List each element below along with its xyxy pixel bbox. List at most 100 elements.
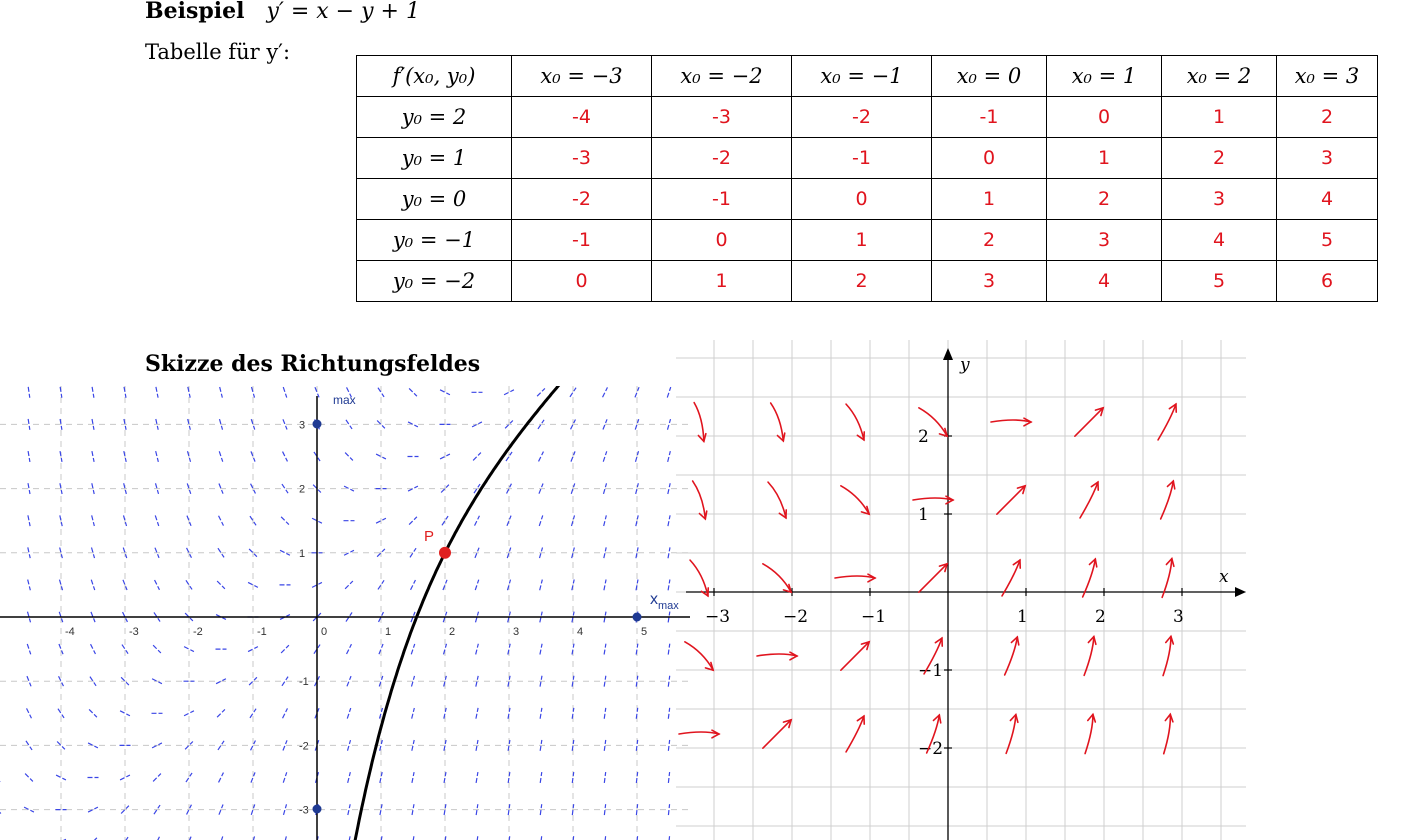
- gg-slope-segment: [571, 611, 575, 623]
- row-header: y₀ = 2: [356, 96, 512, 138]
- gg-slope-segment: [603, 804, 607, 816]
- gg-ymin-handle[interactable]: [312, 804, 322, 814]
- gg-slope-segment: [602, 451, 608, 462]
- gg-slope-segment: [602, 387, 608, 398]
- column-header: x₀ = −3: [511, 55, 652, 97]
- gg-slope-segment: [154, 483, 160, 495]
- sketch-arrowhead: [697, 432, 707, 444]
- sketch-slope-arrow: [912, 497, 954, 501]
- gg-slope-segment: [59, 515, 63, 527]
- sketch-slope-arrow: [767, 481, 787, 519]
- gg-x-tick-label: 3: [513, 626, 519, 638]
- table-cell: 4: [1161, 219, 1277, 261]
- gg-y-tick-label: -1: [299, 676, 309, 688]
- table-cell: 1: [1161, 96, 1277, 138]
- gg-slope-segment: [507, 804, 511, 816]
- gg-slope-segment: [313, 451, 321, 462]
- column-header: x₀ = 1: [1046, 55, 1162, 97]
- gg-slope-segment: [410, 579, 416, 591]
- gg-slope-segment: [122, 611, 128, 623]
- gg-slope-segment: [151, 742, 163, 749]
- gg-slope-segment: [250, 772, 256, 783]
- handwritten-sketch: y x −3 −2 −1 1 2 3 2 1 −1 −2: [676, 340, 1246, 840]
- gg-slope-segment: [120, 676, 130, 686]
- gg-slope-segment: [250, 740, 256, 751]
- gg-slope-segment: [539, 707, 543, 719]
- gg-slope-segment: [282, 419, 288, 430]
- gg-slope-segment: [474, 547, 480, 559]
- sketch-slope-arrow: [1162, 635, 1172, 677]
- gg-slope-segment: [377, 579, 385, 590]
- gg-slope-segment: [570, 515, 576, 527]
- gg-slope-segment: [87, 742, 99, 749]
- gg-x-tick-label: 5: [641, 626, 647, 638]
- gg-slope-segment: [218, 515, 224, 526]
- gg-slope-segment: [91, 483, 95, 495]
- sketch-x-arrowhead: [1235, 587, 1246, 597]
- gg-slope-segment: [507, 675, 511, 687]
- sketch-x-label: x: [1219, 567, 1229, 587]
- sketch-slope-arrow: [1001, 559, 1021, 597]
- row-header: y₀ = 0: [356, 178, 512, 220]
- sketch-arrowhead: [938, 562, 949, 573]
- point-p[interactable]: [439, 546, 451, 559]
- gg-slope-segment: [440, 484, 450, 493]
- point-p-label: P: [424, 528, 434, 545]
- gg-xmax-handle[interactable]: [632, 612, 642, 622]
- sketch-x-tick-label: 3: [1173, 607, 1184, 627]
- gg-slope-segment: [152, 644, 162, 654]
- gg-slope-segment: [667, 515, 671, 527]
- gg-ymax-handle[interactable]: [312, 419, 322, 429]
- gg-y-tick-label: 3: [299, 419, 305, 431]
- gg-slope-segment: [155, 418, 159, 430]
- gg-slope-segment: [186, 547, 192, 558]
- gg-slope-segment: [219, 386, 223, 398]
- gg-slope-segment: [346, 643, 352, 655]
- sketch-slope-arrow: [1083, 635, 1095, 677]
- gg-slope-segment: [473, 483, 481, 494]
- gg-tick-labels: -4 -3 -2 -1 0 1 2 3 4 5 3 2 1 -1 -2 -3: [65, 419, 647, 816]
- gg-slope-segment: [91, 418, 95, 430]
- table-cell: 0: [931, 137, 1047, 179]
- table-cell: -3: [511, 137, 652, 179]
- sketch-slope-arrow: [840, 641, 870, 671]
- gg-x-tick-label: 1: [385, 626, 391, 638]
- gg-slope-segment: [155, 451, 159, 462]
- gg-slope-segment: [345, 419, 353, 430]
- sketch-arrowhead: [700, 587, 710, 598]
- gg-slope-segment: [538, 483, 544, 494]
- gg-slope-segment: [183, 646, 195, 653]
- gg-slope-segment: [378, 707, 384, 719]
- gg-slope-segment: [506, 515, 512, 527]
- gg-slope-segment: [538, 547, 544, 559]
- column-header: x₀ = 0: [931, 55, 1047, 97]
- gg-slope-segment: [123, 483, 127, 495]
- gg-slope-segment: [185, 579, 193, 590]
- gg-slope-segment: [408, 387, 418, 397]
- gg-slope-segment: [248, 548, 258, 558]
- sketch-arrowhead: [867, 573, 877, 583]
- sketch-slope-arrow: [923, 637, 943, 675]
- sketch-y-tick-label: 2: [918, 427, 929, 447]
- gg-slope-segment: [537, 419, 545, 430]
- gg-slope-segment: [407, 421, 419, 428]
- gg-slope-segment: [218, 483, 224, 494]
- gg-slope-segment: [666, 418, 672, 430]
- gg-slope-segment: [55, 774, 67, 781]
- gg-slope-segment: [376, 548, 386, 558]
- table-cell: 0: [1046, 96, 1162, 138]
- gg-slope-segment: [26, 611, 32, 623]
- gg-slope-segment: [474, 579, 480, 591]
- gg-slope-segment: [507, 611, 511, 623]
- gg-slope-segment: [443, 707, 447, 719]
- gg-slope-segment: [345, 612, 353, 622]
- gg-slope-segment: [250, 386, 256, 398]
- gg-slope-segment: [603, 547, 607, 559]
- gg-slope-segment: [507, 739, 511, 751]
- gg-slope-segment: [667, 483, 671, 495]
- sketch-arrowhead: [776, 432, 786, 443]
- gg-slope-segment: [189, 836, 192, 840]
- gg-slope-segment: [91, 515, 95, 527]
- gg-slope-segment: [411, 804, 415, 816]
- table-cell: 1: [651, 260, 792, 302]
